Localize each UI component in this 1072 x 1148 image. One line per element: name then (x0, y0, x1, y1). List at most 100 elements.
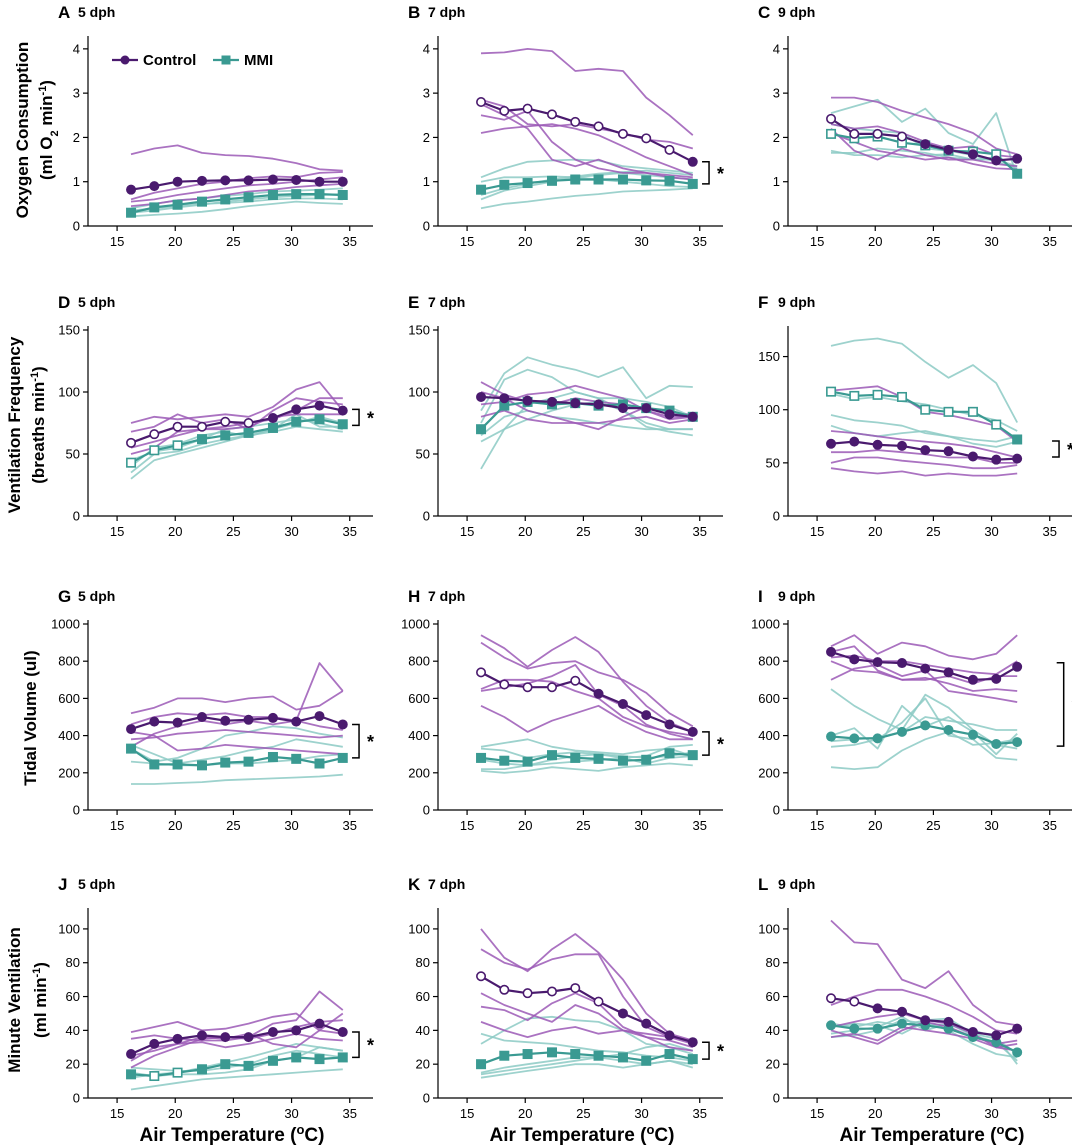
mmi-point (826, 1020, 837, 1031)
control-point (967, 451, 978, 462)
mmi-point (896, 726, 907, 737)
mmi-point (172, 440, 183, 451)
control-point (1012, 453, 1023, 464)
control-individual-line (830, 1026, 1018, 1052)
significance-star: * (717, 1042, 724, 1062)
x-tick-label: 15 (110, 524, 124, 539)
control-point (617, 1008, 628, 1019)
x-tick-label: 30 (634, 1106, 648, 1121)
mmi-point (172, 759, 183, 770)
y-tick-label: 2 (73, 130, 80, 145)
significance-star: * (717, 735, 724, 755)
mmi-point (641, 754, 652, 765)
y-tick-label: 100 (758, 402, 780, 417)
x-tick-label: 20 (168, 234, 182, 249)
mmi-point (593, 753, 604, 764)
mmi-point (267, 190, 278, 201)
x-tick-label: 20 (168, 818, 182, 833)
mmi-point (476, 1059, 487, 1070)
control-point (967, 674, 978, 685)
mmi-point (197, 434, 208, 445)
control-point (546, 396, 557, 407)
control-point (522, 103, 533, 114)
mmi-individual-line (480, 356, 693, 412)
control-point (570, 398, 581, 409)
control-point (126, 184, 137, 195)
mmi-point (291, 1052, 302, 1063)
control-point (476, 97, 487, 108)
mmi-individual-line (830, 697, 1018, 761)
y-tick-label: 600 (58, 691, 80, 706)
control-point (499, 393, 510, 404)
control-point (872, 1003, 883, 1014)
mmi-mean-line (130, 1056, 343, 1078)
legend: Control MMI (112, 52, 273, 69)
ylabel-frequency-units: (breaths min-1) (29, 366, 48, 483)
panel-age: 5 dph (78, 876, 115, 892)
mmi-point (826, 128, 837, 139)
xlabel-col-1: Air Temperature (oC) (140, 1122, 325, 1147)
mmi-point (920, 404, 931, 415)
mmi-point (314, 1054, 325, 1065)
mmi-point (314, 189, 325, 200)
mmi-individual-line (480, 187, 693, 210)
mmi-point (1012, 737, 1023, 748)
control-point (126, 1049, 137, 1060)
y-tick-label: 2 (423, 130, 430, 145)
panel-age: 5 dph (78, 4, 115, 20)
control-point (1012, 1023, 1023, 1034)
control-point (920, 1015, 931, 1026)
control-mean-line (130, 1022, 344, 1056)
y-tick-label: 80 (66, 955, 80, 970)
x-tick-label: 15 (110, 1106, 124, 1121)
control-individual-line (830, 634, 1018, 661)
control-point (991, 673, 1002, 684)
mmi-point (593, 1050, 604, 1061)
mmi-point (826, 386, 837, 397)
control-individual-line (830, 456, 1018, 470)
control-point (593, 121, 604, 132)
mmi-point (291, 189, 302, 200)
control-individual-line (480, 664, 694, 741)
control-point (849, 128, 860, 139)
mmi-point (149, 759, 160, 770)
control-point (664, 409, 675, 420)
y-tick-label: 0 (773, 509, 780, 524)
control-point (291, 716, 302, 727)
control-individual-line (480, 123, 694, 176)
control-point (617, 128, 628, 139)
mmi-point (522, 178, 533, 189)
x-tick-label: 20 (518, 1106, 532, 1121)
y-tick-label: 100 (408, 921, 430, 936)
x-tick-label: 35 (343, 818, 357, 833)
mmi-individual-line (830, 392, 1018, 432)
control-point (943, 1016, 954, 1027)
mmi-individual-line (130, 425, 343, 474)
mmi-individual-line (130, 200, 343, 218)
x-tick-label: 15 (810, 818, 824, 833)
x-tick-label: 35 (693, 524, 707, 539)
mmi-point (546, 1047, 557, 1058)
x-tick-label: 20 (868, 1106, 882, 1121)
mmi-point (243, 192, 254, 203)
significance-bracket (352, 408, 360, 427)
control-individual-line (480, 48, 694, 136)
x-tick-label: 30 (284, 234, 298, 249)
x-tick-label: 30 (284, 818, 298, 833)
mmi-individual-line (130, 738, 343, 765)
mmi-point (943, 406, 954, 417)
x-tick-label: 15 (810, 1106, 824, 1121)
mmi-point (126, 207, 137, 218)
control-individual-line (130, 397, 343, 449)
control-point (641, 710, 652, 721)
x-tick-label: 20 (868, 524, 882, 539)
mmi-individual-line (830, 337, 1018, 423)
control-point (314, 1018, 325, 1029)
x-tick-label: 20 (518, 524, 532, 539)
control-point (896, 440, 907, 451)
control-point (197, 1030, 208, 1041)
x-tick-label: 25 (226, 818, 240, 833)
control-point (499, 679, 510, 690)
panel-age: 5 dph (78, 294, 115, 310)
control-point (920, 663, 931, 674)
